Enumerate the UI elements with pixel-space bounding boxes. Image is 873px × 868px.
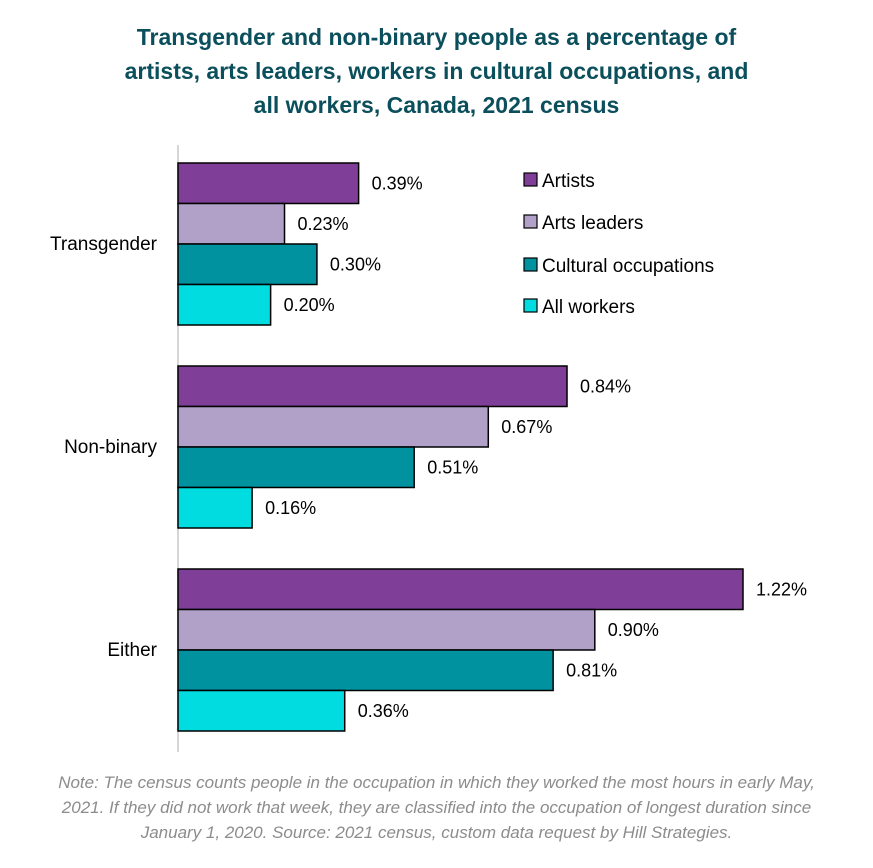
bar-all-workers-0 <box>177 283 272 326</box>
category-label-non-binary: Non-binary <box>64 437 157 458</box>
chart-title-line-2: artists, arts leaders, workers in cultur… <box>124 58 749 84</box>
data-label-arts-leaders-2: 0.90% <box>608 620 659 640</box>
chart-note-line-3: January 1, 2020. Source: 2021 census, cu… <box>140 823 733 842</box>
bar-cultural-occupations-1 <box>177 446 415 489</box>
chart-note-line-2: 2021. If they did not work that week, th… <box>61 798 812 817</box>
legend-swatch-cultural-occupations <box>523 257 538 272</box>
legend-swatch-arts-leaders <box>523 214 538 229</box>
bar-artists-1 <box>177 365 568 408</box>
data-label-cultural-occupations-0: 0.30% <box>330 254 381 274</box>
data-label-artists-1: 0.84% <box>580 376 631 396</box>
data-label-artists-2: 1.22% <box>756 579 807 599</box>
bar-artists-0 <box>177 162 360 205</box>
chart-note: Note: The census counts people in the oc… <box>10 770 863 845</box>
bar-artists-2 <box>177 568 744 611</box>
legend-swatch-all-workers <box>523 298 538 313</box>
bar-cultural-occupations-2 <box>177 649 554 692</box>
data-label-cultural-occupations-2: 0.81% <box>566 660 617 680</box>
bar-arts-leaders-0 <box>177 202 286 245</box>
data-label-artists-0: 0.39% <box>372 173 423 193</box>
data-label-all-workers-1: 0.16% <box>265 498 316 518</box>
data-label-all-workers-0: 0.20% <box>284 295 335 315</box>
chart-title: Transgender and non-binary people as a p… <box>0 20 873 122</box>
legend-label-arts-leaders: Arts leaders <box>542 213 643 234</box>
data-label-cultural-occupations-1: 0.51% <box>427 457 478 477</box>
chart-title-line-1: Transgender and non-binary people as a p… <box>136 24 737 50</box>
category-label-transgender: Transgender <box>50 234 158 255</box>
chart-title-line-3: all workers, Canada, 2021 census <box>253 92 620 118</box>
data-label-all-workers-2: 0.36% <box>358 701 409 721</box>
bar-arts-leaders-1 <box>177 405 490 448</box>
legend-label-artists: Artists <box>542 171 595 192</box>
bar-all-workers-1 <box>177 486 253 529</box>
bar-cultural-occupations-0 <box>177 243 318 286</box>
bar-arts-leaders-2 <box>177 608 596 651</box>
bar-all-workers-2 <box>177 689 346 732</box>
legend-swatch-artists <box>523 172 538 187</box>
category-label-either: Either <box>107 640 157 661</box>
legend-label-cultural-occupations: Cultural occupations <box>542 256 714 277</box>
legend-label-all-workers: All workers <box>542 297 635 318</box>
data-label-arts-leaders-0: 0.23% <box>298 214 349 234</box>
chart-note-line-1: Note: The census counts people in the oc… <box>58 773 815 792</box>
data-label-arts-leaders-1: 0.67% <box>501 417 552 437</box>
